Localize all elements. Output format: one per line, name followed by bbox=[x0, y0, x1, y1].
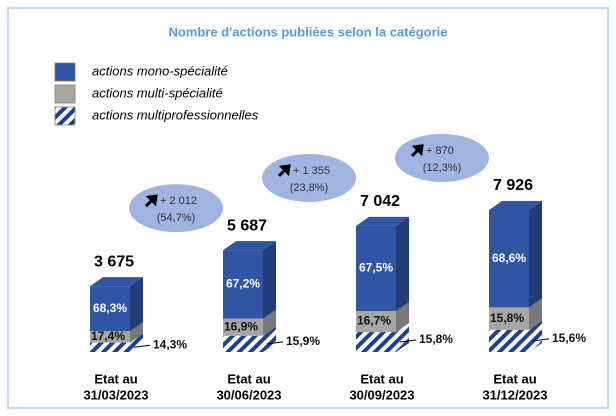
bar-front bbox=[356, 332, 396, 352]
bar-front bbox=[356, 225, 396, 311]
bar-front bbox=[489, 210, 529, 308]
bar-segment bbox=[223, 309, 276, 336]
bar-front bbox=[489, 329, 529, 352]
annotation-bubble bbox=[129, 184, 223, 233]
bar-front bbox=[223, 250, 263, 319]
bar-front bbox=[90, 286, 130, 332]
x-tick-label: 30/06/2023 bbox=[216, 387, 281, 402]
annotation-subtext: (12,3%) bbox=[423, 162, 462, 174]
bar-segment bbox=[90, 277, 143, 332]
total-label: 5 687 bbox=[227, 217, 267, 234]
x-tick-label: Etat au bbox=[227, 371, 270, 386]
value-label: 16,9% bbox=[224, 319, 258, 333]
legend-swatch bbox=[54, 106, 76, 126]
annotation-bubble bbox=[395, 133, 489, 182]
bar-side bbox=[263, 241, 276, 319]
bar-side bbox=[130, 277, 143, 332]
value-label: 15,8% bbox=[490, 311, 524, 325]
legend-swatch bbox=[54, 84, 76, 104]
bar-top bbox=[223, 241, 276, 251]
bar-side bbox=[130, 322, 143, 343]
bar-segment bbox=[356, 216, 409, 311]
bar-side bbox=[263, 326, 276, 352]
bar-segment bbox=[223, 241, 276, 319]
x-tick-label: 31/03/2023 bbox=[83, 387, 148, 402]
annotation-text: + 2 012 bbox=[160, 195, 197, 207]
value-label: 17,4% bbox=[91, 329, 125, 343]
x-tick-label: 31/12/2023 bbox=[482, 387, 547, 402]
x-tick-label: Etat au bbox=[493, 371, 536, 386]
arrow-icon bbox=[410, 144, 424, 157]
leader-line bbox=[532, 338, 550, 342]
x-tick-label: Etat au bbox=[360, 371, 403, 386]
legend-label: actions mono-spécialité bbox=[92, 63, 228, 78]
bar-front bbox=[223, 318, 263, 336]
bar-side bbox=[396, 323, 409, 352]
bar-side bbox=[263, 309, 276, 336]
chart-title: Nombre d'actions publiées selon la catég… bbox=[168, 24, 447, 39]
x-tick-label: Etat au bbox=[94, 371, 137, 386]
bar-front bbox=[90, 342, 130, 352]
bar-side bbox=[396, 216, 409, 311]
total-label: 7 042 bbox=[360, 193, 400, 210]
annotation-bubble bbox=[262, 153, 356, 202]
bar-side bbox=[529, 320, 542, 352]
bar-side bbox=[130, 333, 143, 352]
bar-top bbox=[356, 216, 409, 226]
bar-segment bbox=[90, 333, 143, 352]
value-label: 16,7% bbox=[357, 314, 391, 328]
bar-segment bbox=[489, 201, 542, 308]
bar-front bbox=[356, 310, 396, 333]
annotation-text: + 870 bbox=[426, 145, 454, 157]
bar-segment bbox=[356, 323, 409, 352]
arrow-icon bbox=[277, 164, 291, 178]
annotation-subtext: (54,7%) bbox=[157, 212, 196, 224]
value-label: 68,6% bbox=[492, 251, 526, 265]
bar-front bbox=[223, 335, 263, 352]
total-label: 3 675 bbox=[94, 253, 134, 270]
bar-front bbox=[90, 331, 130, 343]
total-label: 7 926 bbox=[493, 177, 533, 194]
bar-side bbox=[529, 298, 542, 330]
value-label: 14,3% bbox=[153, 337, 187, 351]
bar-segment bbox=[356, 301, 409, 333]
bar-front bbox=[489, 307, 529, 330]
bar-segment bbox=[489, 320, 542, 352]
leader-line bbox=[399, 339, 417, 343]
legend-label: actions multiprofessionnelles bbox=[92, 107, 259, 122]
bar-top bbox=[489, 201, 542, 210]
bar-segment bbox=[489, 298, 542, 330]
annotation-text: + 1 355 bbox=[293, 165, 330, 177]
annotation-subtext: (23,8%) bbox=[290, 182, 329, 194]
bar-segment bbox=[223, 326, 276, 352]
bar-side bbox=[396, 301, 409, 333]
value-label: 67,2% bbox=[226, 277, 260, 291]
legend-swatch bbox=[54, 62, 76, 82]
bar-side bbox=[529, 201, 542, 308]
value-label: 15,9% bbox=[286, 334, 320, 348]
leader-line bbox=[133, 344, 151, 348]
arrow-icon bbox=[144, 194, 158, 208]
legend-label: actions multi-spécialité bbox=[92, 85, 223, 100]
bar-top bbox=[90, 277, 143, 287]
value-label: 67,5% bbox=[359, 261, 393, 275]
value-label: 68,3% bbox=[93, 301, 127, 315]
value-label: 15,8% bbox=[419, 332, 453, 346]
x-tick-label: 30/09/2023 bbox=[349, 387, 414, 402]
value-label: 15,6% bbox=[552, 331, 586, 345]
leader-line bbox=[266, 341, 284, 345]
bar-segment bbox=[90, 322, 143, 343]
